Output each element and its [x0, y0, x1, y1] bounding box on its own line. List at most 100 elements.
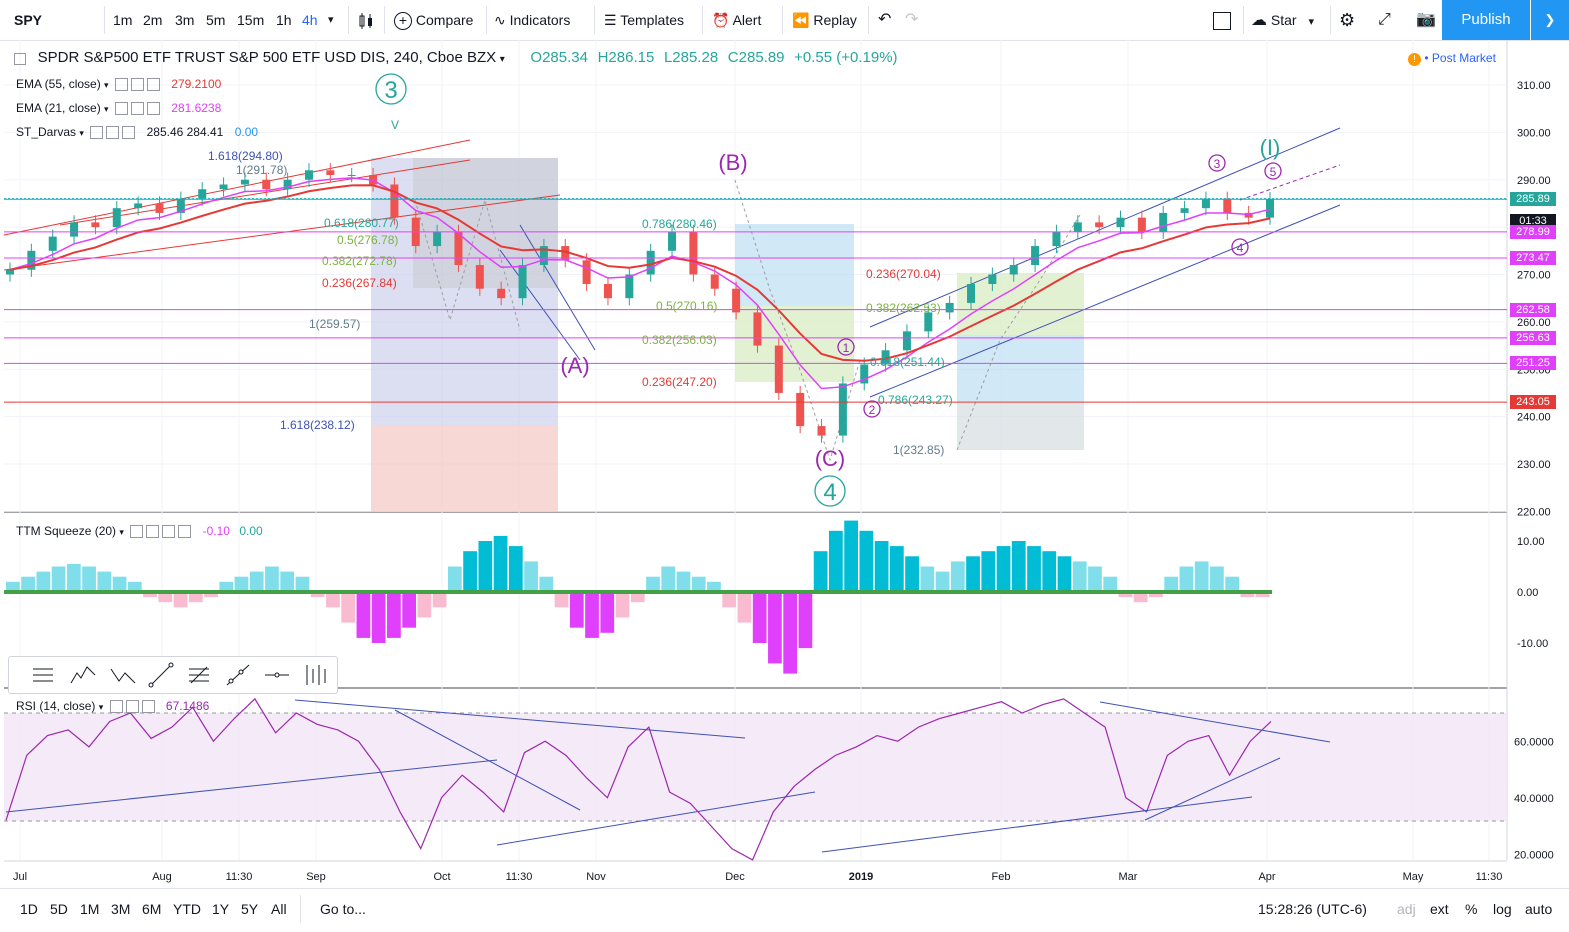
- trend-line-icon[interactable]: [147, 661, 175, 689]
- redo-icon[interactable]: ↷: [905, 11, 919, 28]
- indicators-button[interactable]: ∿ Indicators: [494, 0, 570, 40]
- ttm-bar: [219, 581, 234, 592]
- candle-body: [262, 179, 271, 190]
- source-icon[interactable]: [162, 525, 176, 539]
- eye-icon[interactable]: [114, 102, 128, 116]
- range-1d[interactable]: 1D: [20, 901, 38, 917]
- fullscreen-layout-icon[interactable]: [1213, 0, 1231, 40]
- candle-body: [497, 288, 506, 299]
- ttm-bar: [768, 592, 782, 664]
- close-icon[interactable]: [141, 700, 155, 714]
- camera-icon[interactable]: 📷: [1416, 11, 1436, 28]
- ttm-histogram: [4, 520, 1272, 674]
- interval-2m[interactable]: 2m: [143, 12, 163, 28]
- ttm-bar: [966, 556, 980, 592]
- undo-icon[interactable]: ↶: [878, 11, 892, 28]
- darvas-legend[interactable]: ST_Darvas ▾ 285.46 284.41 0.00: [16, 125, 258, 140]
- ttm-legend[interactable]: TTM Squeeze (20) ▾ -0.10 0.00: [16, 524, 263, 539]
- fib-level-label: 1(291.78): [236, 163, 287, 177]
- interval-15m[interactable]: 15m: [237, 12, 265, 28]
- scale-option-ext[interactable]: ext: [1430, 901, 1449, 917]
- goto-button[interactable]: Go to...: [320, 901, 366, 917]
- cloud-save-button[interactable]: ☁ Star ▾: [1251, 0, 1314, 40]
- collapse-icon[interactable]: [14, 52, 26, 65]
- interval-3m[interactable]: 3m: [175, 12, 195, 28]
- price-axis-label: 310.00: [1517, 80, 1551, 92]
- price-axis-label: 220.00: [1517, 506, 1551, 518]
- compare-button[interactable]: + Compare: [394, 0, 473, 40]
- scale-option-percent[interactable]: %: [1465, 901, 1478, 917]
- range-5y[interactable]: 5Y: [241, 901, 259, 917]
- fullscreen-icon[interactable]: ⤢: [1378, 11, 1391, 28]
- range-all[interactable]: All: [271, 901, 287, 917]
- publish-button[interactable]: Publish: [1442, 0, 1530, 40]
- scale-option-adj[interactable]: adj: [1397, 901, 1416, 917]
- range-ytd[interactable]: YTD: [173, 901, 201, 917]
- wave-label: (I): [1260, 135, 1281, 160]
- close-icon[interactable]: [178, 525, 192, 539]
- ttm-value-2: 0.00: [239, 524, 263, 538]
- ttm-bar: [1088, 566, 1102, 592]
- interval-4h[interactable]: 4h: [302, 12, 318, 28]
- symbol-search[interactable]: SPY: [14, 12, 43, 28]
- fib-retracement-icon[interactable]: [185, 661, 213, 689]
- rsi-legend[interactable]: RSI (14, close) ▾ 67.1486: [16, 699, 209, 714]
- candle-type-icon[interactable]: [357, 0, 375, 40]
- horizontal-ray-icon[interactable]: [263, 661, 291, 689]
- gear-icon[interactable]: [146, 525, 160, 539]
- templates-button[interactable]: ☰ Templates: [604, 0, 684, 40]
- ema21-label: EMA (21, close): [16, 101, 101, 115]
- interval-5m[interactable]: 5m: [206, 12, 226, 28]
- publish-menu-icon[interactable]: ❯: [1531, 0, 1569, 40]
- toolbar-drag-handle-icon[interactable]: [29, 661, 57, 689]
- chart-canvas[interactable]: 3 V (A) (B) (C) 4 (I) 3 5 4 2 1 1.618(294.80)1(291.…: [0, 40, 1569, 888]
- gear-icon[interactable]: [125, 700, 139, 714]
- scale-option-auto[interactable]: auto: [1525, 901, 1553, 917]
- ema55-legend[interactable]: EMA (55, close) ▾ 279.2100: [16, 77, 221, 92]
- cloud-icon: ☁: [1251, 12, 1267, 29]
- elliott-impulse-icon[interactable]: [69, 661, 97, 689]
- candle-body: [155, 203, 164, 213]
- close-icon[interactable]: [146, 78, 160, 92]
- floating-drawing-toolbar: [8, 656, 338, 694]
- interval-1m[interactable]: 1m: [113, 12, 133, 28]
- eye-icon[interactable]: [90, 126, 104, 140]
- gear-icon[interactable]: [106, 126, 120, 140]
- eye-icon[interactable]: [130, 525, 144, 539]
- gear-icon[interactable]: [130, 78, 144, 92]
- ema21-legend[interactable]: EMA (21, close) ▾ 281.6238: [16, 101, 221, 116]
- ttm-bar: [676, 571, 691, 592]
- wave-label: 5: [1270, 165, 1277, 179]
- replay-button[interactable]: ⏪ Replay: [792, 0, 857, 40]
- eye-icon[interactable]: [109, 700, 123, 714]
- alert-button[interactable]: ⏰ Alert: [712, 0, 761, 40]
- interval-1h[interactable]: 1h: [276, 12, 292, 28]
- elliott-correction-icon[interactable]: [109, 661, 137, 689]
- interval-dropdown-icon[interactable]: ▾: [328, 14, 334, 26]
- range-1y[interactable]: 1Y: [212, 901, 230, 917]
- time-axis-label: Mar: [1119, 871, 1138, 883]
- bars-pattern-icon[interactable]: [301, 661, 329, 689]
- scale-option-log[interactable]: log: [1493, 901, 1512, 917]
- chevron-down-icon: ▾: [104, 104, 109, 114]
- main-legend: SPDR S&P500 ETF TRUST S&P 500 ETF USD DI…: [14, 49, 898, 66]
- candle-body: [1095, 222, 1104, 228]
- chevron-down-icon[interactable]: ▾: [499, 54, 505, 65]
- close-icon[interactable]: [146, 102, 160, 116]
- range-5d[interactable]: 5D: [50, 901, 68, 917]
- ray-icon[interactable]: [223, 661, 251, 689]
- candle-body: [924, 312, 933, 332]
- gear-icon[interactable]: [130, 102, 144, 116]
- divider: [594, 6, 595, 34]
- range-3m[interactable]: 3M: [111, 901, 131, 917]
- symbol-title[interactable]: SPDR S&P500 ETF TRUST S&P 500 ETF USD DI…: [37, 49, 497, 66]
- close-icon[interactable]: [122, 126, 136, 140]
- range-1m[interactable]: 1M: [80, 901, 100, 917]
- gear-icon[interactable]: ⚙: [1339, 10, 1356, 30]
- fib-level-label: 1(259.57): [309, 317, 360, 331]
- eye-icon[interactable]: [114, 78, 128, 92]
- range-6m[interactable]: 6M: [142, 901, 162, 917]
- ttm-bar: [1179, 566, 1194, 592]
- post-market-badge[interactable]: ! • Post Market: [1408, 51, 1496, 66]
- fib-level-label: 0.618(251.44): [870, 355, 945, 369]
